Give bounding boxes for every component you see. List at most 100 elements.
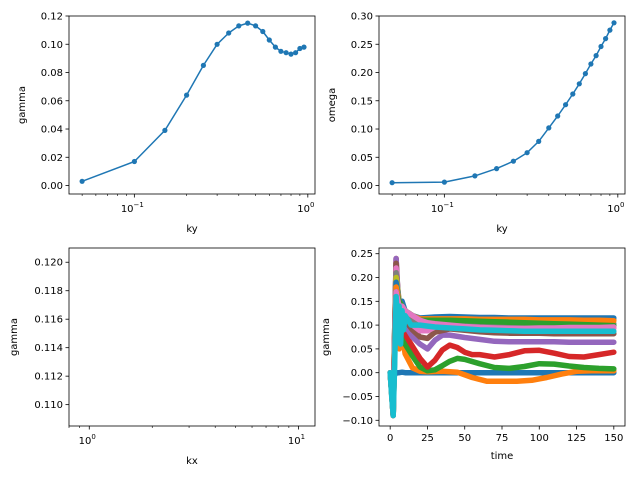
panel-gamma-vs-ky: 0.00 0.02 0.04 0.06 0.08 0.10 0.12 10−1 100 ky gam… <box>17 12 316 235</box>
data-point <box>200 62 206 68</box>
data-point <box>389 180 395 186</box>
y-tick-label: 0.04 <box>41 125 63 136</box>
data-point <box>607 27 613 33</box>
x-tick-label: 100 <box>79 433 96 447</box>
y-tick-label: 0.120 <box>34 258 63 269</box>
data-point <box>297 45 303 52</box>
y-tick-label: 0.15 <box>351 96 373 107</box>
panel-omega-vs-ky: 0.00 0.05 0.10 0.15 0.20 0.25 0.30 10−1 100 ky ome… <box>327 12 626 235</box>
data-point <box>226 30 232 36</box>
y-axis-label: gamma <box>9 318 20 356</box>
x-tick-label: 10−1 <box>121 201 144 215</box>
y-tick-label: 0.08 <box>41 68 63 79</box>
data-point <box>278 48 284 54</box>
y-tick-label: 0.116 <box>34 315 63 326</box>
data-point <box>214 41 220 47</box>
x-tick-label: 150 <box>604 433 623 444</box>
data-point <box>598 43 604 50</box>
y-axis-label: gamma <box>17 86 28 124</box>
y-tick-label: 0.110 <box>34 400 63 411</box>
data-point <box>524 150 530 156</box>
y-tick-label: 0.15 <box>351 297 373 308</box>
x-tick-label: 101 <box>288 433 305 447</box>
y-tick-label: −0.05 <box>342 392 373 403</box>
data-point <box>162 127 168 133</box>
series-line-13 <box>387 293 617 419</box>
data-point <box>536 138 542 144</box>
axes-frame <box>68 247 316 427</box>
y-tick-label: 0.05 <box>351 344 373 355</box>
x-tick-label: 0 <box>387 433 393 444</box>
y-tick-label: 0.25 <box>351 40 373 51</box>
axes-frame <box>68 15 316 195</box>
y-tick-label: 0.05 <box>351 153 373 164</box>
data-point <box>79 178 85 184</box>
y-tick-label: −0.10 <box>342 416 373 427</box>
y-tick-label: 0.20 <box>351 273 373 284</box>
x-tick-label: 100 <box>607 201 624 215</box>
x-axis-label: time <box>491 451 514 462</box>
y-tick-label: 0.10 <box>351 321 373 332</box>
x-tick-label: 10−1 <box>431 201 454 215</box>
data-point <box>563 102 569 108</box>
y-tick-label: 0.114 <box>34 343 63 354</box>
data-point <box>576 81 582 87</box>
x-tick-label: 100 <box>530 433 549 444</box>
data-point <box>301 44 307 50</box>
data-point <box>441 179 447 185</box>
x-axis-label: ky <box>186 224 197 235</box>
y-axis-label: gamma <box>321 318 332 356</box>
data-point <box>510 158 516 164</box>
x-tick-label: 50 <box>458 433 471 444</box>
data-point <box>570 91 576 97</box>
x-axis-label: ky <box>496 224 507 235</box>
x-tick-label: 25 <box>421 433 434 444</box>
y-tick-label: 0.10 <box>41 40 63 51</box>
data-point <box>260 28 266 35</box>
axes-frame <box>378 15 626 195</box>
y-tick-label: 0.118 <box>34 286 63 297</box>
data-point <box>288 51 294 57</box>
y-tick-label: 0.112 <box>34 372 63 383</box>
y-tick-label: 0.00 <box>351 368 373 379</box>
plot-area <box>79 20 307 184</box>
plot-area <box>387 255 617 419</box>
data-point <box>611 20 617 26</box>
data-point <box>272 44 278 50</box>
data-point <box>266 37 272 43</box>
y-tick-label: 0.00 <box>351 181 373 192</box>
data-point <box>555 113 561 119</box>
x-tick-label: 100 <box>297 201 314 215</box>
panel-gamma-vs-kx: 0.110 0.112 0.114 0.116 0.118 0.120 100 101 kx ga… <box>9 247 316 467</box>
data-point <box>603 36 609 42</box>
data-point <box>494 166 500 172</box>
y-tick-label: 0.12 <box>41 12 63 23</box>
data-point <box>472 173 478 179</box>
y-tick-label: 0.20 <box>351 68 373 79</box>
y-tick-label: 0.30 <box>351 12 373 23</box>
y-tick-label: 0.02 <box>41 153 63 164</box>
y-tick-label: 0.06 <box>41 96 63 107</box>
data-point <box>253 23 259 29</box>
data-point <box>184 92 190 98</box>
data-point <box>593 53 599 59</box>
x-tick-label: 125 <box>567 433 586 444</box>
data-point <box>131 158 137 165</box>
plot-area <box>389 20 617 186</box>
y-tick-label: 0.00 <box>41 181 63 192</box>
x-tick-label: 75 <box>496 433 509 444</box>
data-point <box>582 71 589 77</box>
x-axis-label: kx <box>186 456 198 467</box>
data-point <box>293 50 299 56</box>
data-point <box>546 125 552 131</box>
data-point <box>283 50 289 56</box>
y-tick-label: 0.10 <box>351 125 373 136</box>
y-axis-label: omega <box>327 88 338 123</box>
y-tick-label: 0.25 <box>351 249 373 260</box>
data-point <box>588 61 594 67</box>
data-point <box>236 23 242 29</box>
panel-gamma-vs-time: −0.10 −0.05 0.00 0.05 0.10 0.15 0.20 0.25 0 25 50 7… <box>321 247 626 462</box>
data-point <box>245 20 251 26</box>
